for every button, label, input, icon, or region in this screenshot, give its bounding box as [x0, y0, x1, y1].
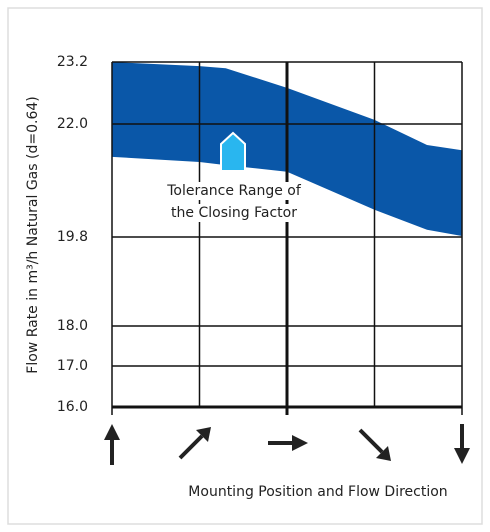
annotation: Tolerance Range of: [166, 183, 302, 199]
annotation-bg: [168, 204, 301, 222]
y-tick-label: 19.8: [57, 229, 88, 245]
y-axis-label: Flow Rate in m³/h Natural Gas (d=0.64): [25, 96, 41, 373]
y-tick-label: 22.0: [57, 116, 88, 132]
y-tick-label: 16.0: [57, 399, 88, 415]
y-tick-label: 23.2: [57, 54, 88, 70]
tolerance-icon: [220, 131, 246, 172]
x-axis-label: Mounting Position and Flow Direction: [188, 484, 447, 500]
y-tick-label: 18.0: [57, 318, 88, 334]
annotation-bg: [163, 182, 305, 200]
y-tick-label: 17.0: [57, 358, 88, 374]
direction-arrows: [104, 424, 470, 465]
annotation: the Closing Factor: [171, 205, 297, 221]
